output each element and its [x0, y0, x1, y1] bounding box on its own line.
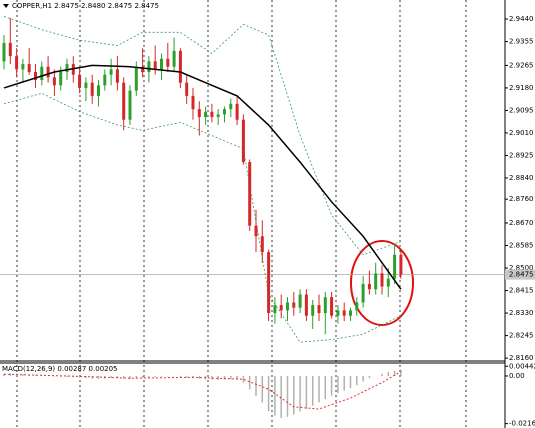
candle-body: [304, 294, 308, 316]
candle-body: [260, 236, 264, 253]
candle-body: [292, 302, 296, 308]
candle-body: [399, 254, 403, 275]
candle-body: [52, 77, 56, 86]
candle-body: [34, 72, 37, 80]
candle-body: [279, 305, 283, 311]
candle-body: [286, 302, 289, 311]
candle-body: [103, 74, 107, 86]
candle-body: [248, 162, 252, 226]
candle-body: [78, 74, 82, 88]
candle-body: [380, 273, 384, 287]
candle-body: [84, 82, 88, 88]
candle-body: [97, 85, 100, 96]
candle-body: [361, 283, 365, 303]
y-tick-label: 2.8840: [509, 174, 534, 182]
candle-body: [8, 42, 12, 57]
candle-body: [386, 278, 390, 287]
candle-body: [216, 114, 220, 118]
candle-body: [153, 61, 157, 70]
y-tick-label: 2.9355: [509, 38, 534, 46]
highlight-circle: [350, 240, 414, 326]
candle-body: [15, 56, 19, 70]
candle-body: [254, 225, 258, 237]
candle-body: [323, 297, 327, 314]
macd-title: MACD(12,26,9) 0.00287 0.00205: [2, 365, 118, 373]
y-tick-label: 2.8500: [509, 264, 534, 272]
y-tick-label: 2.9010: [509, 129, 534, 137]
y-tick-label: 2.8760: [509, 195, 534, 203]
macd-signal: [3, 371, 402, 410]
last-price-box: [505, 269, 535, 280]
candle-body: [311, 305, 315, 316]
candle-body: [65, 64, 69, 73]
candle-body: [355, 302, 359, 311]
candle-body: [197, 109, 201, 118]
candle-body: [178, 50, 182, 83]
candle-body: [27, 64, 31, 73]
upper-band: [3, 16, 402, 256]
candle-body: [317, 305, 321, 314]
y-tick-label: 2.8670: [509, 219, 534, 227]
candle-body: [141, 66, 145, 73]
y-tick-label: 0.00442: [509, 362, 535, 370]
candle-body: [241, 119, 245, 163]
candle-body: [160, 58, 163, 70]
candle-body: [134, 66, 138, 91]
candle-body: [90, 82, 94, 96]
lower-band: [3, 92, 402, 343]
candle-body: [336, 310, 340, 316]
menu-icon[interactable]: [3, 4, 9, 8]
candle-body: [185, 82, 189, 96]
candle-body: [122, 82, 126, 120]
candle-body: [210, 111, 214, 118]
candle-body: [349, 310, 352, 316]
candle-body: [367, 283, 371, 290]
candle-body: [273, 305, 277, 314]
candle-body: [109, 69, 113, 75]
candle-body: [374, 273, 378, 290]
y-tick-label: 2.8160: [509, 354, 534, 362]
candle-body: [267, 252, 271, 314]
y-tick-label: 2.8330: [509, 309, 534, 317]
candle-body: [223, 109, 226, 115]
y-tick-label: 2.9440: [509, 15, 534, 23]
candle-body: [204, 111, 208, 118]
candle-body: [191, 95, 195, 110]
candle-body: [2, 42, 6, 62]
candle-body: [40, 66, 44, 80]
candle-body: [342, 310, 346, 316]
candle-body: [59, 72, 63, 86]
candle-body: [46, 66, 50, 78]
candle-body: [128, 90, 132, 120]
candle-body: [298, 294, 302, 308]
candle-body: [330, 297, 334, 316]
y-tick-label: 2.8245: [509, 332, 534, 340]
candle-body: [147, 61, 151, 73]
last-price-label: 2.8475: [509, 271, 534, 279]
candle-body: [115, 69, 119, 83]
y-tick-label: 2.8585: [509, 242, 534, 250]
y-tick-label: 2.8925: [509, 151, 534, 159]
candle-body: [172, 50, 176, 67]
y-tick-label: 2.8415: [509, 287, 534, 295]
candle-body: [393, 254, 397, 279]
chart-title: COPPER,H1 2.8475 2.8480 2.8475 2.8475: [12, 2, 159, 10]
candle-body: [21, 64, 25, 70]
candle-body: [166, 58, 170, 67]
y-tick-label: 2.9265: [509, 61, 534, 69]
y-tick-label: 2.9095: [509, 106, 534, 114]
moving-average: [3, 64, 402, 290]
y-tick-label: 0.00: [509, 372, 525, 380]
candle-body: [235, 103, 239, 120]
y-tick-label: 2.9180: [509, 84, 534, 92]
candle-body: [229, 103, 233, 110]
y-tick-label: -0.02162: [509, 420, 535, 428]
